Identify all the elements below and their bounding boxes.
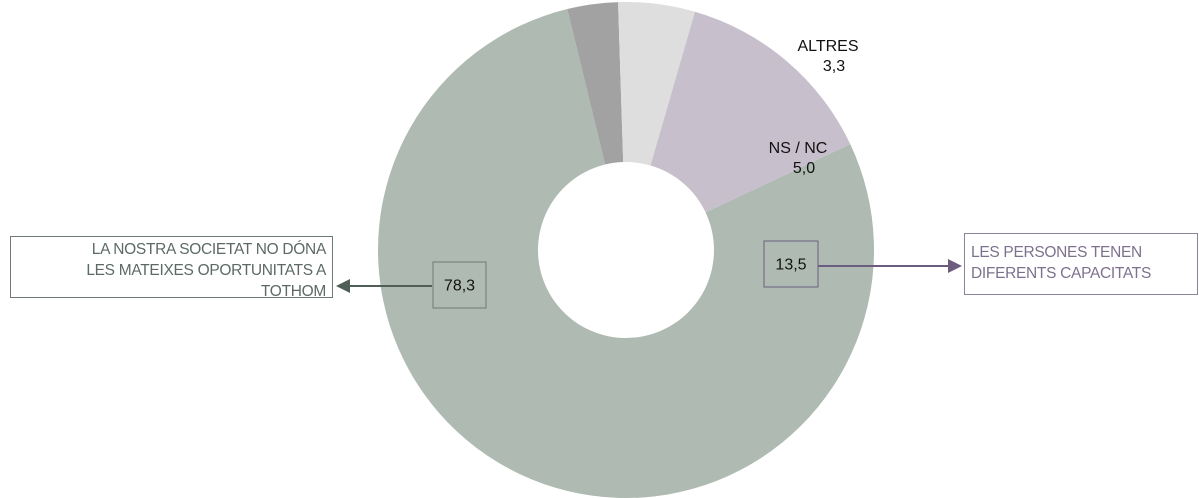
donut-slice-2	[618, 1, 695, 166]
callout-right-line-1: LES PERSONES TENEN	[971, 244, 1142, 261]
callout-right-line-2: DIFERENTS CAPACITATS	[971, 265, 1152, 282]
donut-slice-0	[378, 9, 874, 498]
callout-left-arrow-head	[336, 279, 350, 293]
callout-left-line-1: LA NOSTRA SOCIETAT NO DÓNA	[91, 241, 327, 258]
callout-box-right: LES PERSONES TENEN DIFERENTS CAPACITATS	[964, 233, 1198, 295]
value-label-main-box	[432, 261, 487, 309]
donut-slice-3	[650, 11, 851, 213]
donut-slice-1	[567, 2, 624, 165]
value-label-capacitats-box	[763, 240, 819, 288]
label-altres-value: 3,3	[823, 58, 845, 75]
callout-left-line-2: LES MATEIXES OPORTUNITATS A	[86, 262, 326, 279]
callout-right-arrow-head	[948, 259, 962, 273]
value-label-main: 78,3	[444, 278, 475, 295]
label-nsnc-category: NS / NC	[769, 140, 828, 157]
label-nsnc-value: 5,0	[793, 160, 815, 177]
value-label-capacitats: 13,5	[775, 257, 806, 274]
callout-box-left: LA NOSTRA SOCIETAT NO DÓNA LES MATEIXES …	[10, 236, 333, 300]
label-altres-category: ALTRES	[797, 38, 858, 55]
callout-left-line-3: TOTHOM	[260, 283, 326, 300]
